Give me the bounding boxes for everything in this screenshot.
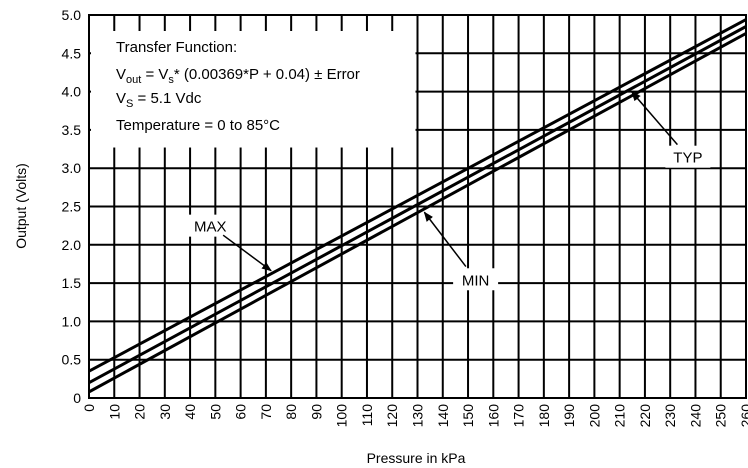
equation-suffix: * (0.00369*P + 0.04) ± Error — [174, 66, 360, 83]
transfer-function-equation: Vout = Vs* (0.00369*P + 0.04) ± Error — [116, 66, 360, 86]
annotation-label-min: MIN — [462, 272, 490, 289]
x-tick-label: 70 — [258, 404, 274, 420]
x-tick-label: 240 — [687, 404, 703, 428]
y-tick-label: 4.5 — [62, 45, 82, 61]
x-tick-label: 40 — [182, 404, 198, 420]
x-tick-label: 100 — [334, 404, 350, 428]
x-tick-label: 130 — [410, 404, 426, 428]
y-tick-label: 3.0 — [62, 160, 82, 176]
x-tick-label: 260 — [738, 404, 748, 428]
x-tick-label: 120 — [384, 404, 400, 428]
y-tick-label: 5.0 — [62, 7, 82, 23]
x-tick-label: 60 — [233, 404, 249, 420]
equation-mid: = V — [141, 66, 168, 83]
x-tick-label: 200 — [586, 404, 602, 428]
annotation-label-typ: TYP — [673, 150, 702, 167]
y-tick-label: 0 — [73, 390, 81, 406]
annotation-label-bg — [453, 268, 499, 291]
equation-v: V — [116, 66, 126, 83]
temperature-range: Temperature = 0 to 85°C — [116, 117, 280, 134]
y-tick-label: 2.5 — [62, 199, 82, 215]
x-tick-label: 90 — [308, 404, 324, 420]
x-tick-label: 170 — [511, 404, 527, 428]
x-tick-label: 0 — [81, 404, 97, 412]
y-tick-label: 4.0 — [62, 84, 82, 100]
equation-sub-s: s — [168, 74, 174, 86]
series-line-typ — [89, 25, 746, 384]
annotation-arrow-typ — [631, 91, 678, 146]
supply-voltage: VS = 5.1 Vdc — [116, 90, 202, 110]
equation-sub-out: out — [126, 74, 141, 86]
annotation-arrow-min — [423, 211, 467, 268]
x-tick-label: 210 — [612, 404, 628, 428]
x-axis-title: Pressure in kPa — [367, 450, 466, 466]
annotation-label-max: MAX — [194, 219, 227, 236]
transfer-function-title: Transfer Function: — [116, 39, 237, 56]
x-tick-label: 80 — [283, 404, 299, 420]
y-tick-label: 1.0 — [62, 313, 82, 329]
annotation-arrow-max — [222, 234, 272, 272]
x-tick-label: 230 — [662, 404, 678, 428]
y-tick-label: 0.5 — [62, 352, 82, 368]
x-tick-label: 110 — [359, 404, 375, 427]
annotation-label-bg — [665, 145, 711, 168]
x-tick-label: 220 — [637, 404, 653, 428]
y-tick-label: 3.5 — [62, 122, 82, 138]
x-tick-label: 190 — [561, 404, 577, 428]
y-tick-label: 1.5 — [62, 275, 82, 291]
supply-value: = 5.1 Vdc — [133, 90, 201, 107]
x-tick-label: 30 — [157, 404, 173, 420]
x-tick-label: 50 — [207, 404, 223, 420]
transfer-function-box — [91, 31, 416, 148]
annotation-label-bg — [187, 214, 233, 237]
series-line-max — [89, 18, 746, 373]
x-tick-label: 20 — [132, 404, 148, 420]
x-tick-label: 250 — [713, 404, 729, 428]
x-tick-label: 160 — [485, 404, 501, 428]
plot-frame — [88, 14, 747, 399]
x-tick-label: 10 — [106, 404, 122, 420]
x-tick-label: 180 — [536, 404, 552, 428]
supply-v: V — [116, 90, 126, 107]
supply-sub-s: S — [126, 98, 133, 110]
y-tick-label: 2.0 — [62, 237, 82, 253]
x-tick-label: 140 — [435, 404, 451, 428]
y-axis-title: Output (Volts) — [13, 163, 29, 249]
x-tick-label: 150 — [460, 404, 476, 428]
